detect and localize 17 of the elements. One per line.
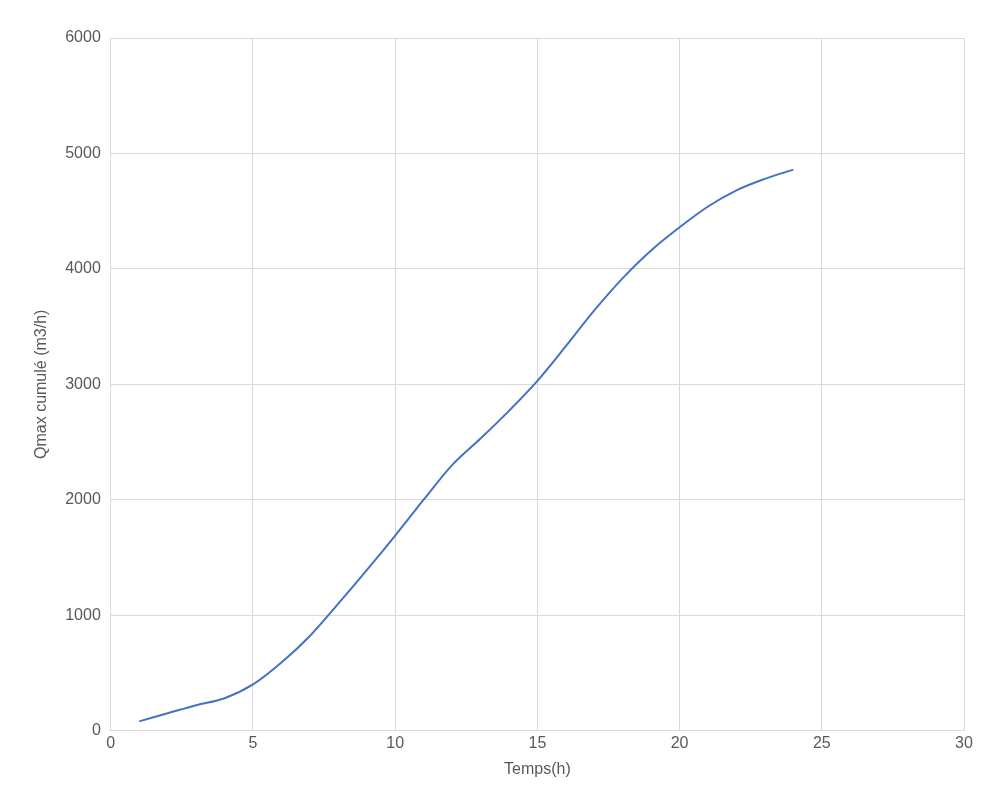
x-tick-label: 25	[812, 733, 831, 751]
x-tick-label: 30	[955, 733, 973, 751]
y-tick-label: 0	[91, 721, 101, 739]
y-axis-title: Qmax cumulé (m3/h)	[32, 309, 50, 459]
y-tick-label: 6000	[65, 28, 101, 46]
x-tick-label: 5	[248, 733, 258, 751]
x-tick-label: 0	[106, 733, 116, 751]
y-tick-label: 1000	[65, 605, 101, 623]
x-tick-label: 15	[528, 733, 547, 751]
y-tick-label: 5000	[65, 143, 101, 161]
y-tick-label: 2000	[65, 490, 101, 508]
x-tick-label: 10	[386, 733, 405, 751]
x-axis-title: Temps(h)	[504, 759, 571, 777]
y-tick-label: 4000	[65, 259, 101, 277]
line-series	[138, 168, 795, 723]
x-tick-label: 20	[670, 733, 689, 751]
y-tick-label: 3000	[65, 374, 101, 392]
